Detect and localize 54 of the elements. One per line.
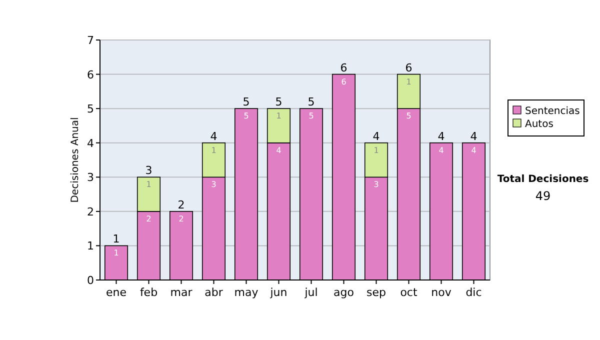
total-label: 4	[438, 130, 445, 143]
total-label: 6	[340, 61, 348, 74]
x-tick-label: feb	[140, 286, 158, 299]
y-tick-label: 7	[87, 34, 94, 47]
x-tick-label: jul	[304, 286, 318, 299]
x-tick-label: oct	[400, 286, 418, 299]
data-label: 1	[406, 77, 412, 86]
legend-label: Autos	[525, 119, 554, 130]
data-label: 1	[114, 248, 119, 258]
data-label: 3	[374, 180, 379, 190]
data-label: 1	[146, 180, 152, 190]
legend-label: Sentencias	[525, 106, 580, 117]
y-tick-label: 0	[87, 274, 94, 287]
x-tick-label: ene	[106, 286, 127, 299]
data-label: 6	[341, 77, 346, 86]
data-label: 5	[406, 112, 412, 121]
total-label: 1	[112, 232, 120, 246]
data-label: 1	[276, 112, 282, 121]
x-tick-label: nov	[431, 286, 452, 299]
data-label: 5	[308, 112, 314, 121]
x-tick-label: ago	[334, 286, 354, 299]
data-label: 2	[178, 214, 184, 224]
x-tick-label: jun	[269, 286, 288, 299]
total-label: 5	[308, 96, 315, 109]
x-tick-label: abr	[204, 286, 224, 299]
data-label: 1	[374, 146, 379, 155]
data-label: 4	[471, 146, 476, 155]
x-tick-label: dic	[466, 286, 482, 299]
y-tick-label: 2	[87, 205, 94, 218]
total-label: 4	[470, 130, 478, 143]
y-tick-label: 1	[87, 240, 94, 253]
x-tick-label: sep	[366, 286, 386, 299]
data-label: 2	[146, 214, 152, 224]
y-axis-title: Decisiones Anual	[70, 117, 81, 203]
data-label: 1	[211, 146, 216, 155]
total-label: 4	[210, 130, 218, 143]
total-label: 3	[145, 164, 152, 178]
data-label: 5	[244, 112, 249, 121]
total-label: 6	[405, 61, 412, 74]
total-label: 5	[275, 96, 282, 109]
y-tick-label: 4	[87, 136, 94, 150]
x-tick-label: may	[234, 286, 259, 299]
text: 49	[535, 189, 551, 203]
total-label: 5	[242, 96, 250, 109]
data-label: 4	[276, 146, 282, 155]
data-label: 3	[211, 180, 216, 190]
total-label: 4	[372, 130, 380, 143]
x-tick-label: mar	[170, 286, 193, 299]
y-tick-label: 6	[87, 68, 94, 82]
text: Total Decisiones	[497, 174, 589, 185]
total-label: 2	[178, 198, 185, 212]
data-label: 4	[438, 146, 444, 155]
y-tick-label: 5	[87, 102, 94, 116]
y-tick-label: 3	[87, 171, 94, 184]
